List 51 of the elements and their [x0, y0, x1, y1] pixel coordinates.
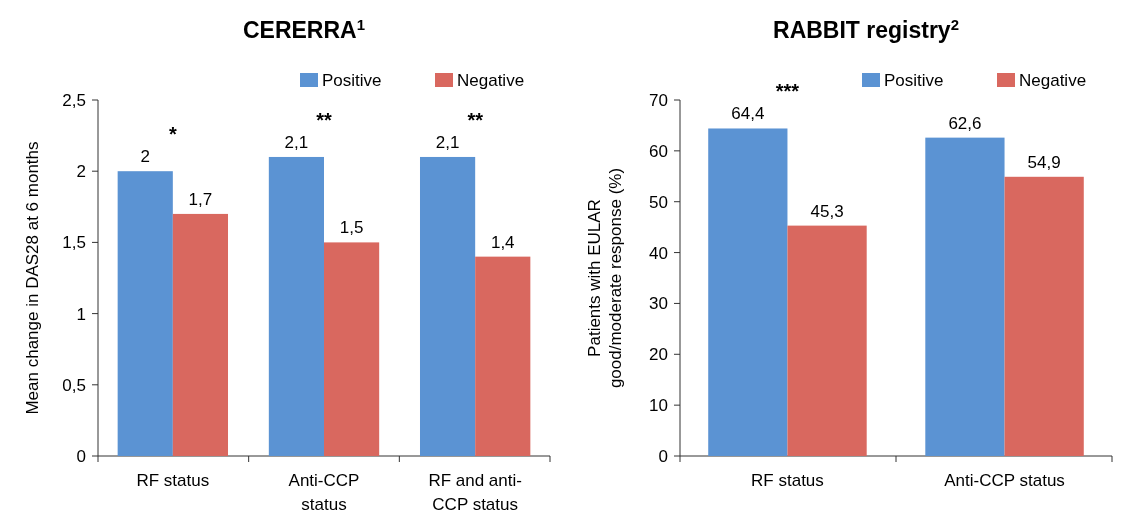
annotation: ***	[775, 80, 800, 103]
y-tick-label: 50	[649, 192, 668, 212]
y-tick-label: 0	[76, 446, 86, 466]
data-label: 2	[140, 147, 150, 167]
chart-title: CERERRA$^{1}$	[242, 15, 366, 43]
data-label: 62,6	[948, 113, 982, 133]
annotation: **	[467, 108, 484, 131]
x-tick-label: Anti-CCP status	[944, 471, 1065, 490]
legend-label: Positive	[884, 70, 944, 90]
data-label: 1,4	[490, 232, 515, 252]
y-tick-label: 2	[76, 162, 86, 182]
legend-label: Negative	[1019, 70, 1087, 90]
bar	[117, 171, 173, 456]
y-tick-label: 2,5	[62, 90, 86, 110]
data-label: 1,5	[339, 218, 364, 238]
annotation: **	[316, 108, 332, 131]
x-tick-label: RF status	[751, 471, 824, 490]
bar	[268, 156, 324, 456]
data-label: 54,9	[1027, 152, 1061, 172]
y-axis-title: Patients with EULAR good/moderate response (%)	[585, 167, 625, 389]
y-tick-label: 0	[658, 446, 668, 466]
x-tick-label: RF status	[136, 471, 210, 490]
bar	[172, 213, 229, 456]
bar	[1004, 176, 1084, 456]
data-label: 1,7	[188, 189, 213, 209]
annotation: *	[168, 123, 177, 146]
y-tick-label: 1	[76, 304, 86, 324]
legend-label: Positive	[322, 70, 382, 90]
bar	[324, 242, 380, 456]
y-tick-label: 1,5	[62, 233, 86, 253]
chart-title: RABBIT registry$^{2}$	[773, 15, 959, 43]
y-tick-label: 40	[649, 243, 668, 263]
bar	[787, 225, 867, 456]
y-tick-label: 30	[649, 294, 668, 314]
x-tick-label: Anti-CCP status	[288, 471, 360, 514]
y-tick-label: 70	[649, 90, 668, 110]
legend-label: Negative	[457, 70, 525, 90]
x-tick-label: RF and anti-CCP status	[428, 471, 522, 514]
bar	[475, 256, 531, 456]
bar	[419, 156, 476, 456]
y-tick-label: 0,5	[62, 375, 86, 395]
data-label: 2,1	[284, 132, 309, 152]
data-label: 2,1	[435, 132, 460, 152]
y-tick-label: 60	[649, 141, 668, 161]
y-axis-title: Mean change in DAS28 at 6 months	[23, 141, 42, 415]
bar	[708, 128, 788, 456]
data-label: 64,4	[731, 104, 765, 124]
y-tick-label: 20	[649, 345, 668, 365]
y-tick-label: 10	[649, 396, 668, 416]
data-label: 45,3	[810, 201, 844, 221]
bar	[925, 137, 1005, 456]
